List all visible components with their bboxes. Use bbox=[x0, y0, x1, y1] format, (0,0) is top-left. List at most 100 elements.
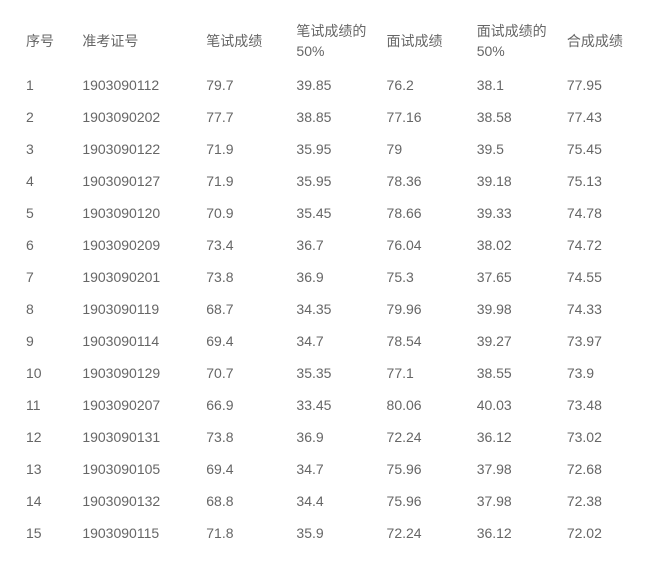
table-cell: 35.9 bbox=[290, 517, 380, 549]
table-cell: 71.8 bbox=[200, 517, 290, 549]
table-cell: 78.66 bbox=[381, 197, 471, 229]
table-cell: 79.7 bbox=[200, 69, 290, 101]
table-cell: 70.9 bbox=[200, 197, 290, 229]
table-cell: 34.35 bbox=[290, 293, 380, 325]
col-header-seq: 序号 bbox=[20, 14, 76, 69]
table-row: 1190309011279.739.8576.238.177.95 bbox=[20, 69, 651, 101]
table-cell: 74.33 bbox=[561, 293, 651, 325]
table-row: 6190309020973.436.776.0438.0274.72 bbox=[20, 229, 651, 261]
table-cell: 4 bbox=[20, 165, 76, 197]
table-row: 5190309012070.935.4578.6639.3374.78 bbox=[20, 197, 651, 229]
table-cell: 1 bbox=[20, 69, 76, 101]
table-cell: 78.36 bbox=[381, 165, 471, 197]
score-table: 序号 准考证号 笔试成绩 笔试成绩的50% 面试成绩 面试成绩的50% 合成成绩… bbox=[20, 14, 651, 549]
table-row: 3190309012271.935.957939.575.45 bbox=[20, 133, 651, 165]
table-cell: 68.7 bbox=[200, 293, 290, 325]
table-cell: 73.8 bbox=[200, 421, 290, 453]
table-cell: 36.12 bbox=[471, 517, 561, 549]
table-cell: 73.8 bbox=[200, 261, 290, 293]
table-cell: 36.9 bbox=[290, 261, 380, 293]
table-cell: 35.35 bbox=[290, 357, 380, 389]
table-cell: 75.3 bbox=[381, 261, 471, 293]
table-cell: 73.4 bbox=[200, 229, 290, 261]
table-cell: 77.16 bbox=[381, 101, 471, 133]
table-cell: 35.45 bbox=[290, 197, 380, 229]
col-header-interview-half: 面试成绩的50% bbox=[471, 14, 561, 69]
table-cell: 38.55 bbox=[471, 357, 561, 389]
table-cell: 36.7 bbox=[290, 229, 380, 261]
table-cell: 34.7 bbox=[290, 325, 380, 357]
table-row: 13190309010569.434.775.9637.9872.68 bbox=[20, 453, 651, 485]
table-cell: 80.06 bbox=[381, 389, 471, 421]
table-cell: 38.02 bbox=[471, 229, 561, 261]
table-row: 8190309011968.734.3579.9639.9874.33 bbox=[20, 293, 651, 325]
table-cell: 78.54 bbox=[381, 325, 471, 357]
table-cell: 1903090202 bbox=[76, 101, 200, 133]
table-cell: 1903090209 bbox=[76, 229, 200, 261]
table-cell: 37.98 bbox=[471, 453, 561, 485]
table-cell: 79.96 bbox=[381, 293, 471, 325]
table-cell: 11 bbox=[20, 389, 76, 421]
table-cell: 77.43 bbox=[561, 101, 651, 133]
table-cell: 36.9 bbox=[290, 421, 380, 453]
table-cell: 76.04 bbox=[381, 229, 471, 261]
table-cell: 39.98 bbox=[471, 293, 561, 325]
col-header-written: 笔试成绩 bbox=[200, 14, 290, 69]
table-cell: 15 bbox=[20, 517, 76, 549]
table-row: 15190309011571.835.972.2436.1272.02 bbox=[20, 517, 651, 549]
table-cell: 1903090131 bbox=[76, 421, 200, 453]
table-cell: 73.02 bbox=[561, 421, 651, 453]
table-cell: 39.5 bbox=[471, 133, 561, 165]
table-cell: 39.33 bbox=[471, 197, 561, 229]
table-cell: 10 bbox=[20, 357, 76, 389]
table-cell: 38.1 bbox=[471, 69, 561, 101]
table-row: 2190309020277.738.8577.1638.5877.43 bbox=[20, 101, 651, 133]
table-body: 1190309011279.739.8576.238.177.952190309… bbox=[20, 69, 651, 549]
table-cell: 75.13 bbox=[561, 165, 651, 197]
table-cell: 38.85 bbox=[290, 101, 380, 133]
table-cell: 34.4 bbox=[290, 485, 380, 517]
table-cell: 73.48 bbox=[561, 389, 651, 421]
table-cell: 1903090207 bbox=[76, 389, 200, 421]
table-cell: 40.03 bbox=[471, 389, 561, 421]
table-cell: 39.18 bbox=[471, 165, 561, 197]
table-cell: 1903090132 bbox=[76, 485, 200, 517]
table-cell: 8 bbox=[20, 293, 76, 325]
table-cell: 35.95 bbox=[290, 133, 380, 165]
table-cell: 1903090119 bbox=[76, 293, 200, 325]
table-cell: 77.7 bbox=[200, 101, 290, 133]
col-header-written-half: 笔试成绩的50% bbox=[290, 14, 380, 69]
table-cell: 74.72 bbox=[561, 229, 651, 261]
table-cell: 74.78 bbox=[561, 197, 651, 229]
table-cell: 79 bbox=[381, 133, 471, 165]
table-cell: 13 bbox=[20, 453, 76, 485]
table-cell: 36.12 bbox=[471, 421, 561, 453]
table-cell: 6 bbox=[20, 229, 76, 261]
table-cell: 1903090120 bbox=[76, 197, 200, 229]
table-cell: 33.45 bbox=[290, 389, 380, 421]
table-cell: 34.7 bbox=[290, 453, 380, 485]
table-row: 7190309020173.836.975.337.6574.55 bbox=[20, 261, 651, 293]
table-cell: 73.9 bbox=[561, 357, 651, 389]
table-cell: 38.58 bbox=[471, 101, 561, 133]
table-cell: 37.65 bbox=[471, 261, 561, 293]
table-cell: 39.85 bbox=[290, 69, 380, 101]
table-cell: 37.98 bbox=[471, 485, 561, 517]
table-cell: 1903090122 bbox=[76, 133, 200, 165]
table-cell: 1903090129 bbox=[76, 357, 200, 389]
table-cell: 72.02 bbox=[561, 517, 651, 549]
table-cell: 77.1 bbox=[381, 357, 471, 389]
table-cell: 1903090112 bbox=[76, 69, 200, 101]
table-row: 4190309012771.935.9578.3639.1875.13 bbox=[20, 165, 651, 197]
table-cell: 1903090114 bbox=[76, 325, 200, 357]
table-cell: 1903090115 bbox=[76, 517, 200, 549]
table-cell: 76.2 bbox=[381, 69, 471, 101]
table-cell: 39.27 bbox=[471, 325, 561, 357]
table-cell: 69.4 bbox=[200, 453, 290, 485]
table-cell: 1903090201 bbox=[76, 261, 200, 293]
table-row: 14190309013268.834.475.9637.9872.38 bbox=[20, 485, 651, 517]
table-row: 10190309012970.735.3577.138.5573.9 bbox=[20, 357, 651, 389]
table-cell: 72.24 bbox=[381, 517, 471, 549]
table-cell: 75.45 bbox=[561, 133, 651, 165]
table-cell: 74.55 bbox=[561, 261, 651, 293]
